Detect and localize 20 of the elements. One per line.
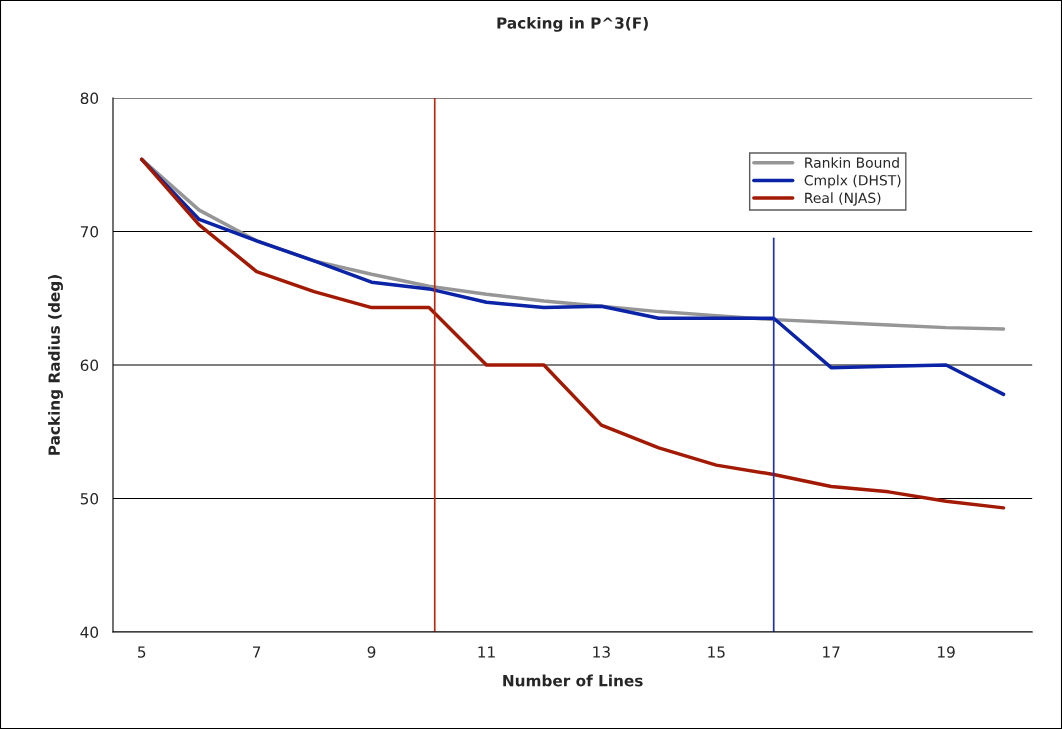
- x-tick-label: 11: [478, 646, 495, 658]
- chart-title: Packing in P^3(F): [497, 16, 648, 32]
- x-tick-label: 19: [938, 646, 955, 658]
- legend-label: Rankin Bound: [805, 157, 899, 168]
- y-axis-title: Packing Radius (deg): [48, 275, 63, 455]
- x-tick-label: 15: [708, 646, 725, 658]
- legend-label: Cmplx (DHST): [804, 174, 901, 189]
- y-tick-label: 50: [80, 492, 99, 505]
- legend-label: Real (NJAS): [805, 192, 881, 206]
- x-tick-label: 9: [367, 646, 376, 658]
- x-tick-label: 17: [823, 646, 840, 658]
- x-tick-label: 5: [138, 646, 146, 658]
- y-tick-label: 60: [80, 359, 99, 372]
- line-series: [139, 157, 1006, 510]
- y-tick-label: 70: [80, 225, 99, 238]
- y-tick-label: 40: [80, 626, 99, 639]
- y-tick-label: 80: [80, 92, 99, 104]
- x-tick-label: 7: [253, 646, 261, 658]
- x-axis-title: Number of Lines: [503, 674, 643, 687]
- x-tick-label: 13: [593, 646, 610, 658]
